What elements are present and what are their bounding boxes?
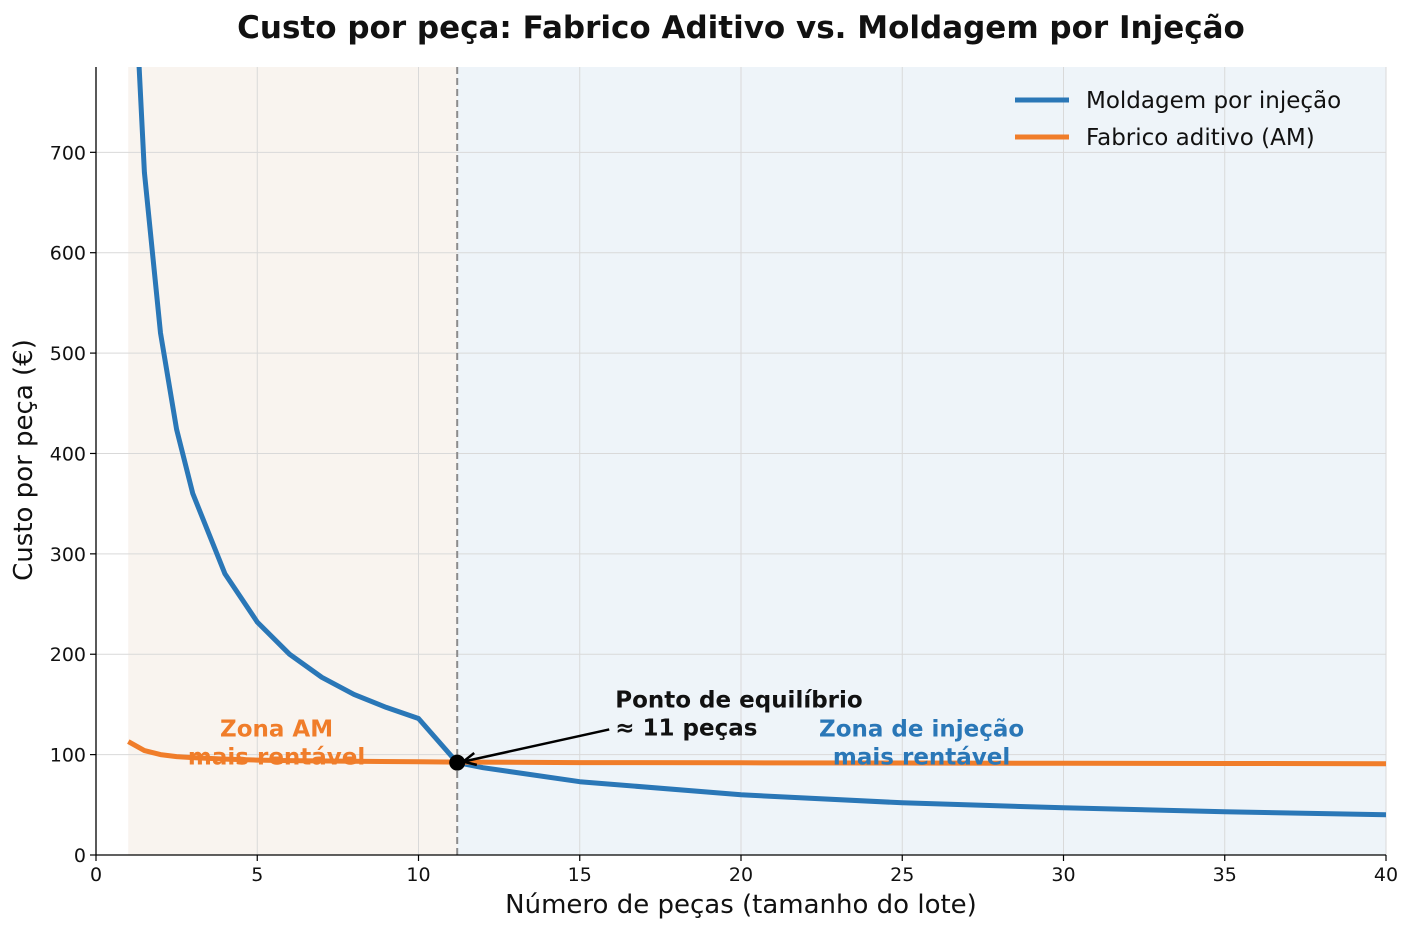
y-tick-label: 0 (74, 845, 86, 867)
y-tick-label: 500 (50, 343, 86, 365)
zone-label-line: Zona AM (220, 717, 333, 743)
x-tick-label: 30 (1051, 864, 1075, 886)
x-axis-label: Número de peças (tamanho do lote) (505, 890, 977, 920)
breakeven-label-line: Ponto de equilíbrio (615, 687, 863, 713)
y-tick-label: 600 (50, 243, 86, 265)
plot-area: 0 5 10 15 20 25 30 35 400100200300400500600700Zo… (50, 67, 1398, 886)
series-line-2 (127, 739, 1386, 767)
zone-label-1: Zona AM mais rentável (188, 717, 365, 771)
y-tick-label: 700 (50, 142, 86, 164)
x-tick-label: 25 (890, 864, 914, 886)
breakeven-label-line: ≈ 11 peças (615, 715, 757, 741)
x-tick-label: 5 (251, 864, 263, 886)
x-tick-label: 15 (568, 864, 592, 886)
zone-background-2 (457, 67, 1386, 855)
y-tick-label: 400 (50, 443, 86, 465)
legend-label-1: Moldagem por injeção (1086, 88, 1341, 114)
x-tick-label: 0 (90, 864, 102, 886)
y-tick-label: 100 (50, 745, 86, 767)
breakeven-point (449, 754, 466, 771)
y-tick-label: 200 (50, 644, 86, 666)
zone-label-line: Zona de injeção (819, 717, 1024, 743)
zone-label-line: mais rentável (833, 745, 1010, 771)
breakeven-arrow (462, 728, 610, 763)
x-tick-label: 10 (406, 864, 430, 886)
zone-label-line: mais rentável (188, 745, 365, 771)
y-tick-label: 300 (50, 544, 86, 566)
x-tick-label: 20 (729, 864, 753, 886)
x-tick-label: 35 (1213, 864, 1237, 886)
legend-label-2: Fabrico aditivo (AM) (1086, 125, 1315, 151)
chart-title: Custo por peça: Fabrico Aditivo vs. Mold… (237, 10, 1245, 46)
y-axis-label: Custo por peça (€) (9, 339, 39, 581)
zone-label-2: Zona de injeção mais rentável (819, 717, 1024, 771)
series-line-1 (136, 67, 1386, 818)
breakeven-label: Ponto de equilíbrio ≈ 11 peças (615, 687, 863, 741)
x-tick-label: 40 (1374, 864, 1398, 886)
